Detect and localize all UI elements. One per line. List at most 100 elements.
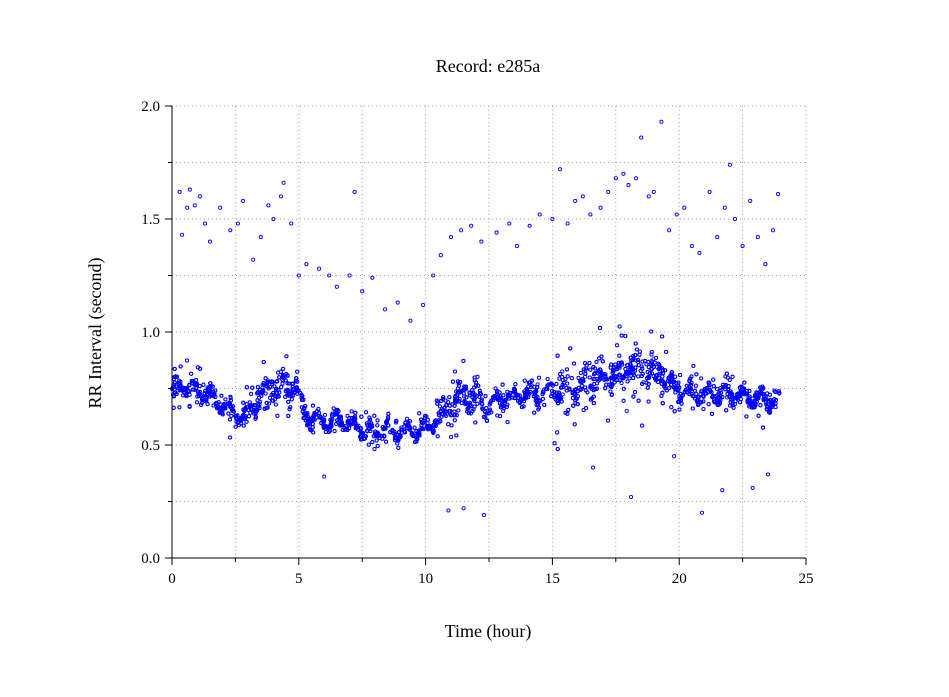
data-point: [536, 375, 542, 380]
data-point: [193, 382, 199, 387]
data-point: [704, 386, 709, 391]
data-point: [257, 399, 263, 405]
outlier-point: [334, 284, 339, 289]
data-point: [220, 406, 225, 411]
y-tick-label: 0.0: [141, 551, 160, 567]
data-point: [449, 423, 454, 428]
outlier-point: [408, 318, 413, 323]
data-point: [407, 419, 412, 424]
data-point: [536, 407, 541, 412]
data-point: [310, 403, 316, 408]
data-point: [288, 405, 293, 410]
data-point: [592, 371, 597, 376]
data-point: [336, 409, 341, 414]
data-point: [742, 380, 747, 385]
data-point: [738, 400, 743, 405]
data-point: [609, 384, 614, 390]
data-point: [556, 401, 561, 406]
data-point: [528, 385, 533, 390]
data-point: [317, 415, 322, 420]
y-tick-label: 0.5: [141, 438, 160, 454]
data-point: [608, 389, 613, 394]
data-point: [270, 379, 275, 385]
data-point: [270, 382, 275, 387]
data-point: [454, 389, 459, 394]
data-point: [741, 387, 746, 393]
data-point: [533, 389, 538, 395]
data-point: [436, 418, 441, 423]
data-point: [540, 396, 545, 401]
data-point: [554, 390, 559, 395]
data-point: [684, 383, 689, 388]
data-point: [448, 413, 453, 418]
data-point: [704, 391, 709, 396]
data-point: [560, 382, 565, 387]
data-point: [274, 390, 280, 395]
data-point: [733, 399, 738, 404]
outlier-point: [588, 212, 593, 217]
data-point: [261, 359, 266, 365]
data-point: [384, 439, 389, 444]
data-point: [415, 437, 420, 442]
data-point: [449, 434, 454, 440]
data-point: [208, 381, 213, 386]
data-point: [452, 418, 457, 423]
outlier-point: [235, 221, 240, 226]
outlier-point: [431, 273, 436, 278]
data-point: [677, 399, 682, 405]
outlier-point: [707, 189, 712, 194]
data-point: [592, 376, 597, 381]
data-point: [560, 385, 565, 390]
data-point: [664, 349, 669, 354]
data-point: [640, 423, 645, 428]
data-point: [276, 387, 281, 392]
data-point: [636, 374, 641, 379]
data-point: [257, 406, 262, 411]
data-point: [173, 374, 178, 379]
data-point: [522, 394, 528, 399]
data-point: [223, 406, 228, 411]
data-point: [556, 390, 561, 395]
data-point: [540, 392, 545, 397]
data-point: [657, 371, 662, 376]
data-point: [435, 401, 440, 406]
data-point: [526, 391, 531, 396]
data-point: [435, 434, 440, 439]
outlier-point: [296, 273, 301, 278]
data-point: [699, 389, 704, 394]
outlier-point: [251, 257, 256, 262]
data-point: [688, 376, 693, 381]
data-point: [535, 385, 540, 390]
data-point: [381, 427, 386, 432]
data-point: [472, 394, 477, 399]
data-point: [760, 425, 766, 430]
data-point: [756, 413, 761, 418]
data-point: [524, 387, 530, 392]
data-point: [462, 399, 467, 404]
data-point: [331, 406, 336, 411]
data-point: [314, 409, 320, 414]
data-point: [431, 422, 436, 427]
outlier-point: [628, 494, 634, 500]
data-point: [428, 424, 433, 429]
data-point: [599, 354, 604, 359]
data-point: [575, 402, 580, 407]
outlier-point: [459, 228, 464, 233]
data-point: [246, 408, 251, 413]
data-point: [244, 385, 249, 390]
data-point: [252, 405, 257, 410]
data-point: [354, 423, 360, 428]
data-point: [567, 387, 572, 392]
data-point: [223, 397, 228, 402]
outlier-point: [395, 300, 400, 305]
data-point: [747, 404, 752, 409]
data-point: [424, 414, 429, 419]
data-point: [321, 425, 326, 430]
data-point: [393, 434, 398, 439]
data-point: [640, 371, 645, 376]
data-point: [187, 383, 192, 388]
data-point: [512, 396, 517, 401]
data-point: [268, 384, 273, 390]
data-point: [631, 375, 636, 381]
data-point: [672, 409, 677, 414]
